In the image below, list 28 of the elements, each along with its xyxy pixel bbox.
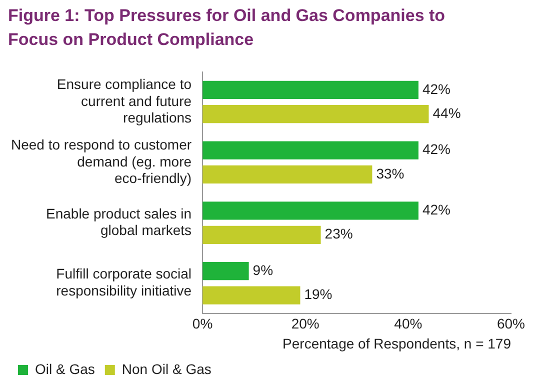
x-axis-title: Percentage of Respondents, n = 179 [282, 335, 512, 352]
data-label: 33% [376, 165, 404, 182]
bar [202, 80, 418, 99]
data-label: 42% [422, 80, 450, 97]
bar [202, 226, 321, 244]
data-label: 19% [304, 286, 332, 302]
bar [202, 165, 372, 184]
x-tick-label: 20% [291, 316, 320, 332]
y-tick-label: Enable product sales in global markets [46, 205, 192, 238]
legend-label: Oil & Gas [35, 360, 95, 377]
bar [202, 262, 249, 280]
x-tick-label: 0% [192, 316, 213, 332]
legend-label: Non Oil & Gas [122, 360, 212, 377]
y-tick-label: Fulfill corporate social responsibility initiative [56, 266, 192, 298]
y-tick-label: Need to respond to customer demand (eg. more eco-friendly) [10, 136, 192, 186]
bar [202, 141, 418, 160]
bar [202, 286, 300, 304]
data-label: 42% [422, 202, 450, 218]
x-tick-label: 60% [496, 316, 526, 332]
data-label: 23% [324, 226, 353, 242]
bar [202, 202, 418, 220]
data-label: 42% [422, 141, 450, 158]
chart-title: Figure 1: Top Pressures for Oil and Gas Companies to Focus on Product Compliance [7, 5, 446, 51]
x-tick-label: 40% [394, 316, 422, 332]
y-tick-label: Ensure compliance to current and future regulations [56, 76, 192, 126]
bar [202, 105, 429, 124]
data-label: 44% [432, 104, 461, 121]
data-label: 9% [252, 262, 274, 278]
